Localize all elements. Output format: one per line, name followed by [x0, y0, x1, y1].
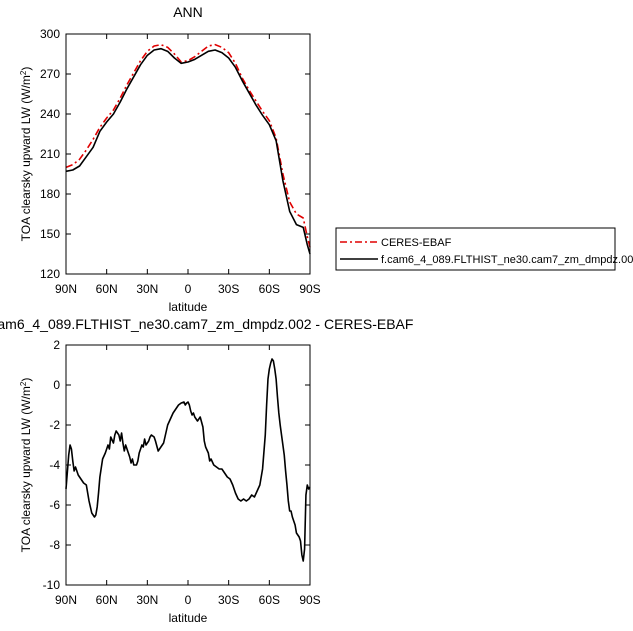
- bottom-plot-x-tick-label: 30S: [218, 593, 239, 607]
- bottom-plot-x-tick-label: 60N: [96, 593, 118, 607]
- top-plot-y-tick-label: 210: [40, 147, 60, 161]
- top-plot-y-tick-label: 150: [40, 227, 60, 241]
- top-plot-marks: [65, 43, 311, 255]
- top-plot-ticks: 90N 60N 30N 0 30S 60S 90S 120 150 180 210 240 270 300: [40, 27, 321, 296]
- bottom-plot-title: f.cam6_4_089.FLTHIST_ne30.cam7_zm_dmpdz.…: [0, 316, 413, 332]
- top-plot-x-tick-label: 90S: [299, 282, 320, 296]
- legend-label-model: f.cam6_4_089.FLTHIST_ne30.cam7_zm_dmpdz.…: [381, 254, 633, 266]
- top-plot-x-tick-label: 90N: [55, 282, 77, 296]
- top-plot-title: ANN: [173, 4, 203, 20]
- legend: CERES-EBAF f.cam6_4_089.FLTHIST_ne30.cam…: [335, 227, 633, 271]
- bottom-plot-y-tick-label: -2: [49, 418, 60, 432]
- bottom-plot-y-tick-label: -6: [49, 498, 60, 512]
- bottom-plot-x-tick-label: 90S: [299, 593, 320, 607]
- top-plot-y-tick-label: 300: [40, 27, 60, 41]
- top-plot-y-axis-title-end: ): [19, 67, 33, 71]
- top-plot-x-tick-label: 30S: [218, 282, 239, 296]
- legend-box: [335, 227, 616, 271]
- bottom-plot-y-tick-label: -8: [49, 538, 60, 552]
- bottom-plot-y-axis-title-superscript: 2: [19, 381, 28, 386]
- top-plot-y-tick-label: 120: [40, 267, 60, 281]
- bottom-plot-y-tick-label: 0: [53, 378, 60, 392]
- bottom-plot-frame: [65, 344, 311, 586]
- top-plot-x-tick-label: 60N: [96, 282, 118, 296]
- bottom-plot-y-tick-label: -4: [49, 458, 60, 472]
- top-plot-y-tick-label: 240: [40, 107, 60, 121]
- bottom-plot-x-axis-title: latitude: [169, 611, 208, 625]
- legend-label-ceres-ebaf: CERES-EBAF: [381, 237, 452, 249]
- top-plot-x-tick-label: 0: [185, 282, 192, 296]
- bottom-plot-y-tick-label: -10: [43, 578, 61, 592]
- top-plot-y-axis-title: TOA clearsky upward LW (W/m2): [19, 67, 34, 242]
- bottom-plot-y-tick-label: 2: [53, 338, 60, 352]
- top-plot-series-line-1: [65, 47, 311, 255]
- top-plot-y-axis-title-main: TOA clearsky upward LW (W/m: [19, 75, 33, 241]
- bottom-plot-y-axis-title-end: ): [19, 378, 33, 382]
- bottom-plot-x-tick-label: 90N: [55, 593, 77, 607]
- bottom-plot-y-axis-title: TOA clearsky upward LW (W/m2): [19, 378, 34, 553]
- top-plot-x-tick-label: 30N: [136, 282, 158, 296]
- top-plot-y-axis-title-superscript: 2: [19, 70, 28, 75]
- bottom-plot-ticks: 90N 60N 30N 0 30S 60S 90S -10 -8 -6 -4 -2 0 2: [43, 338, 321, 607]
- top-plot-x-axis-title: latitude: [169, 300, 208, 314]
- bottom-plot-y-axis-title-main: TOA clearsky upward LW (W/m: [19, 386, 33, 552]
- top-plot-y-tick-label: 270: [40, 67, 60, 81]
- top-plot: ANN 90N 60N 30N 0 30S 60S 90S 120 150 180 210 240 27…: [19, 4, 321, 314]
- top-plot-series-line-0: [65, 43, 311, 248]
- top-plot-x-tick-label: 60S: [259, 282, 280, 296]
- bottom-plot-x-tick-label: 0: [185, 593, 192, 607]
- bottom-plot: f.cam6_4_089.FLTHIST_ne30.cam7_zm_dmpdz.…: [0, 316, 413, 625]
- top-plot-frame: [65, 33, 311, 275]
- bottom-plot-x-tick-label: 30N: [136, 593, 158, 607]
- bottom-plot-series-line-0: [65, 358, 311, 562]
- bottom-plot-marks: [65, 358, 311, 562]
- bottom-plot-x-tick-label: 60S: [259, 593, 280, 607]
- top-plot-y-tick-label: 180: [40, 187, 60, 201]
